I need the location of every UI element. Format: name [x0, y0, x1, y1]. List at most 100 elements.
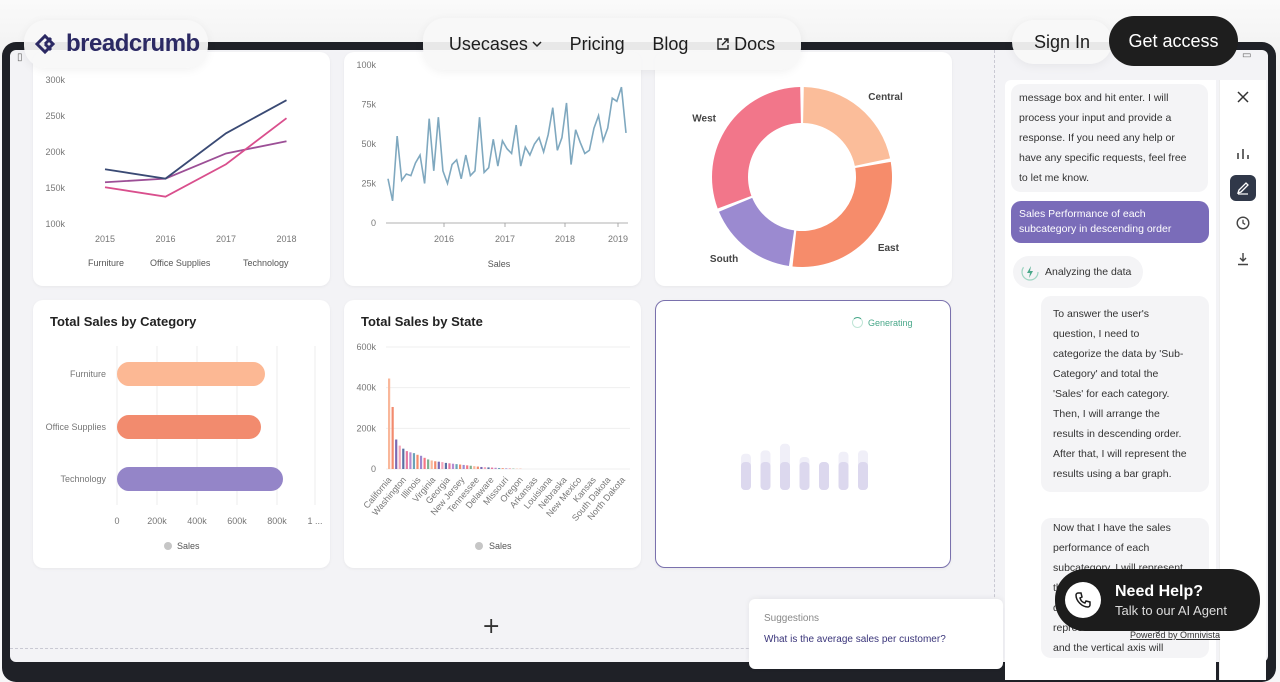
x-tick-label: 2015	[95, 234, 115, 244]
nav-docs-label: Docs	[734, 34, 775, 55]
charts-button[interactable]	[1230, 141, 1256, 167]
skeleton-bar	[839, 462, 849, 490]
slice-label: Central	[868, 92, 903, 103]
msg-line: 'Sales' for each category.	[1053, 384, 1197, 404]
state-bar	[434, 461, 436, 469]
state-bar	[424, 458, 426, 469]
suggestions-title: Suggestions	[764, 613, 819, 624]
msg-line: process your input and provide a	[1019, 108, 1200, 128]
state-bar	[484, 467, 486, 469]
help-title: Need Help?	[1115, 583, 1227, 601]
state-bar	[392, 407, 394, 469]
category-bar	[117, 362, 265, 386]
series-line	[105, 141, 287, 182]
state-bar	[487, 467, 489, 469]
msg-line: categorize the data by 'Sub-	[1053, 344, 1197, 364]
brand-logo[interactable]: breadcrumb	[24, 20, 208, 68]
state-bar	[477, 467, 479, 469]
category-label: Furniture	[70, 369, 106, 379]
y-tick-label: 25k	[361, 179, 376, 189]
nav-usecases[interactable]: Usecases	[449, 34, 542, 55]
download-button[interactable]	[1230, 246, 1256, 272]
history-button[interactable]	[1230, 210, 1256, 236]
x-tick-label: 200k	[147, 516, 167, 526]
edit-button[interactable]	[1230, 175, 1256, 201]
x-tick-label: 2016	[155, 234, 175, 244]
msg-line: response. If you need any help or	[1019, 128, 1200, 148]
donut-slice	[712, 87, 801, 208]
state-bar	[448, 463, 450, 469]
x-tick-label: 800k	[267, 516, 287, 526]
y-tick-label: 0	[371, 218, 376, 228]
x-tick-label: 2017	[216, 234, 236, 244]
state-bar	[452, 464, 454, 469]
need-help-widget[interactable]: Need Help? Talk to our AI Agent	[1055, 569, 1260, 631]
analyzing-indicator: Analyzing the data	[1013, 256, 1143, 288]
state-bar	[416, 455, 418, 469]
y-tick-label: 600k	[356, 342, 376, 352]
msg-line: Category' and total the	[1053, 364, 1197, 384]
close-icon	[1237, 91, 1249, 103]
msg-line: Sales Performance of each	[1019, 207, 1201, 222]
y-tick-label: 200k	[356, 423, 376, 433]
msg-line: subcategory in descending order	[1019, 222, 1201, 237]
state-bar	[463, 465, 465, 469]
powered-by-link[interactable]: Powered by Omnivista	[1130, 630, 1220, 640]
add-widget-button[interactable]: +	[482, 614, 500, 639]
legend-label: Sales	[177, 541, 200, 551]
msg-line: Then, I will arrange the	[1053, 404, 1197, 424]
frame-corner-icon: ▯	[17, 52, 23, 63]
state-bar-chart: 600k400k200k0CaliforniaWashingtonIllinoi…	[344, 300, 641, 568]
get-access-button[interactable]: Get access	[1109, 16, 1238, 66]
help-icon-circle	[1065, 582, 1101, 618]
legend-dot	[164, 542, 172, 550]
suggestion-item[interactable]: What is the average sales per customer?	[764, 634, 946, 645]
nav-docs[interactable]: Docs	[716, 34, 775, 55]
x-tick-label: 400k	[187, 516, 207, 526]
state-bar	[455, 464, 457, 469]
help-text: Need Help? Talk to our AI Agent	[1115, 583, 1227, 618]
state-bar	[441, 462, 443, 469]
skeleton-bar	[780, 462, 790, 490]
state-bar	[502, 468, 504, 469]
state-bar	[402, 449, 404, 469]
legend-label: Sales	[489, 541, 512, 551]
state-bar	[409, 452, 411, 469]
msg-line: question, I need to	[1053, 324, 1197, 344]
msg-line: After that, I will represent the	[1053, 444, 1197, 464]
generating-chart-card[interactable]: Generating	[655, 300, 951, 568]
state-bar	[388, 379, 390, 469]
help-subtitle: Talk to our AI Agent	[1115, 603, 1227, 618]
nav-pricing[interactable]: Pricing	[570, 34, 625, 55]
close-button[interactable]	[1230, 84, 1256, 110]
msg-line: performance of each	[1053, 538, 1197, 558]
nav-usecases-label: Usecases	[449, 34, 528, 55]
msg-line: results in descending order.	[1053, 424, 1197, 444]
state-bar	[480, 467, 482, 469]
sign-in-link[interactable]: Sign In	[1012, 20, 1112, 64]
legend-label: Office Supplies	[150, 258, 211, 268]
external-link-icon	[716, 37, 730, 51]
nav-blog[interactable]: Blog	[652, 34, 688, 55]
y-tick-label: 100k	[356, 60, 376, 70]
x-tick-label: 600k	[227, 516, 247, 526]
y-tick-label: 300k	[45, 75, 65, 85]
category-label: Office Supplies	[46, 422, 107, 432]
y-tick-label: 250k	[45, 111, 65, 121]
category-bar	[117, 415, 261, 439]
x-tick-label: 1 ...	[307, 516, 322, 526]
state-bar	[427, 459, 429, 469]
skeleton-bar	[858, 462, 868, 490]
state-bar	[420, 456, 422, 469]
series-line	[105, 118, 287, 196]
category-bar	[117, 467, 283, 491]
x-tick-label: 2016	[434, 234, 454, 244]
msg-line: Now that I have the sales	[1053, 518, 1197, 538]
sales-series-line	[388, 87, 626, 201]
